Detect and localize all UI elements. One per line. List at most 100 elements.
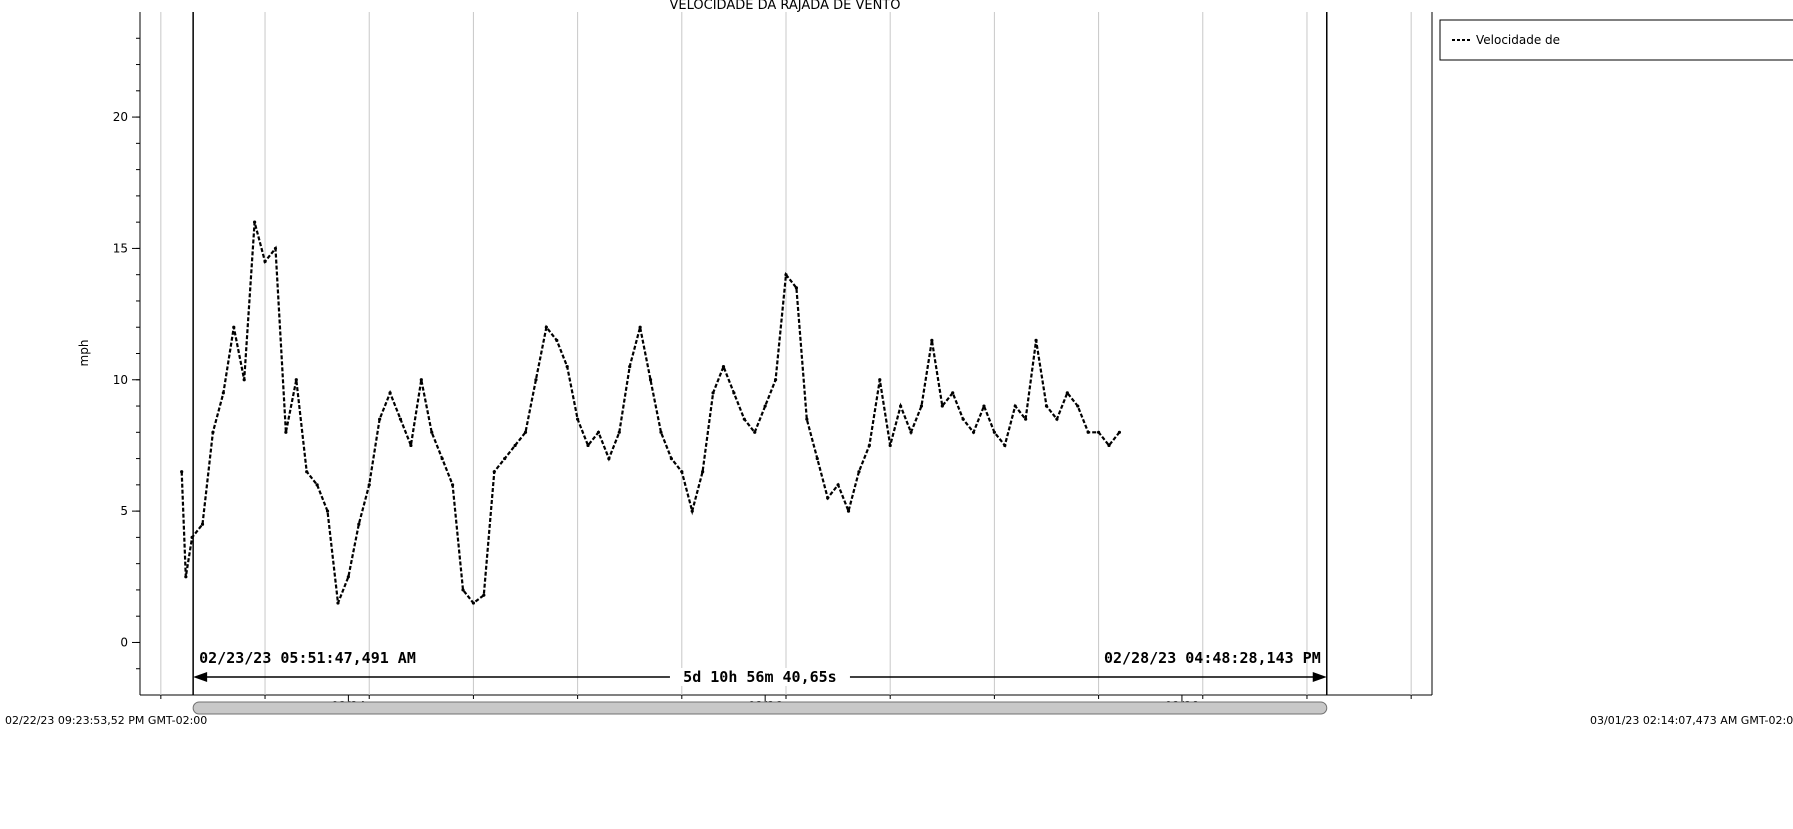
legend: Velocidade de	[1439, 19, 1793, 61]
data-point	[315, 483, 319, 487]
y-tick-label: 5	[120, 504, 128, 518]
data-point	[659, 430, 663, 434]
data-point	[1096, 430, 1101, 434]
data-point	[753, 430, 757, 434]
data-point	[565, 365, 569, 369]
data-point	[940, 404, 944, 408]
data-point	[1044, 404, 1049, 408]
data-point	[471, 601, 476, 605]
data-point	[721, 365, 726, 369]
data-point	[1117, 430, 1122, 434]
legend-entry: Velocidade de	[1476, 33, 1560, 47]
data-point	[184, 575, 188, 579]
data-point	[367, 483, 371, 487]
data-point	[211, 430, 215, 434]
data-point	[284, 430, 288, 434]
data-point	[701, 470, 705, 474]
data-point	[992, 430, 996, 434]
data-point	[826, 496, 830, 500]
data-point	[221, 391, 225, 395]
data-point	[596, 430, 601, 434]
data-point	[398, 417, 403, 421]
data-point	[951, 391, 955, 395]
data-point	[919, 404, 924, 408]
y-tick-label: 0	[120, 635, 128, 649]
y-ticks: 0 5 10 15 20	[113, 37, 140, 670]
data-point	[503, 456, 507, 461]
end-cursor-label: 02/28/23 04:48:28,143 PM	[1104, 649, 1321, 667]
data-point	[805, 417, 809, 421]
data-point	[1107, 443, 1111, 448]
series-group	[180, 220, 1122, 605]
data-point	[513, 443, 517, 448]
data-point	[482, 593, 486, 597]
data-point	[378, 417, 382, 421]
data-point	[461, 588, 465, 592]
data-point	[1034, 338, 1038, 342]
data-point	[815, 456, 819, 461]
data-point	[1086, 430, 1090, 434]
data-point	[961, 417, 965, 421]
series-line	[180, 221, 1121, 605]
data-point	[586, 443, 590, 448]
y-tick-label: 20	[113, 110, 128, 124]
data-point	[544, 325, 548, 329]
data-point	[982, 404, 986, 408]
y-tick-label: 15	[113, 241, 128, 255]
data-point	[346, 575, 350, 579]
data-point	[628, 365, 632, 369]
range-start-label: 02/22/23 09:23:53,52 PM GMT-02:00	[5, 714, 207, 727]
data-point	[1055, 417, 1059, 421]
data-point	[711, 391, 715, 395]
data-point	[680, 470, 684, 474]
data-point	[888, 443, 892, 448]
range-scrollbar[interactable]	[192, 701, 1328, 715]
data-point	[440, 456, 444, 461]
data-point	[200, 522, 205, 526]
data-point	[325, 509, 330, 513]
data-point	[773, 378, 778, 382]
data-point	[305, 470, 309, 474]
data-point	[409, 443, 413, 448]
data-point	[836, 483, 840, 487]
data-point	[419, 378, 423, 382]
data-point	[784, 273, 788, 277]
data-point	[555, 338, 559, 342]
data-point	[523, 430, 528, 434]
data-point	[846, 509, 851, 513]
data-point	[638, 325, 642, 329]
data-point	[294, 378, 298, 382]
duration-arrow: 5d 10h 56m 40,65s	[193, 668, 1327, 686]
range-end-label: 03/01/23 02:14:07,473 AM GMT-02:00	[1590, 714, 1793, 727]
data-point	[336, 601, 340, 605]
y-tick-label: 10	[113, 373, 128, 387]
data-point	[357, 522, 361, 526]
data-point	[1024, 417, 1028, 421]
data-point	[617, 430, 621, 434]
data-point	[742, 417, 746, 421]
data-point	[690, 509, 694, 513]
data-point	[867, 443, 871, 448]
start-cursor-label: 02/23/23 05:51:47,491 AM	[199, 649, 416, 667]
data-point	[534, 378, 538, 382]
y-axis-label: mph	[77, 340, 91, 367]
data-point	[794, 286, 799, 290]
data-point	[763, 404, 767, 408]
data-point	[450, 483, 455, 487]
data-point	[648, 378, 653, 382]
data-point	[576, 417, 580, 421]
data-point	[1065, 391, 1069, 395]
data-point	[899, 404, 903, 408]
data-point	[388, 391, 392, 395]
data-point	[430, 430, 434, 434]
data-point	[232, 325, 236, 329]
grid	[160, 12, 1412, 695]
data-point	[1003, 443, 1007, 448]
data-point	[1076, 404, 1080, 408]
data-point	[607, 456, 611, 461]
data-point	[930, 338, 934, 342]
data-point	[971, 430, 976, 434]
duration-label: 5d 10h 56m 40,65s	[683, 668, 837, 686]
data-point	[263, 259, 267, 264]
